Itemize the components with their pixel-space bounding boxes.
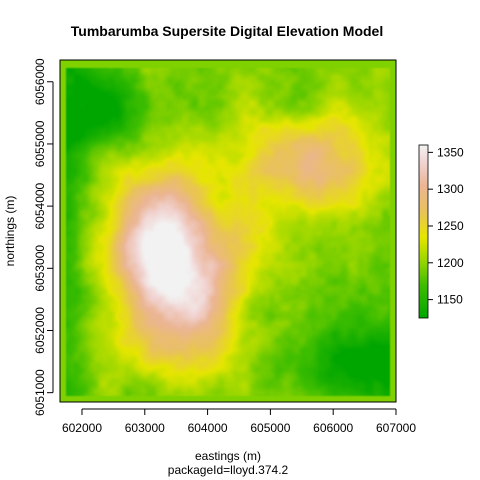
x-tick-label: 604000 — [188, 421, 228, 435]
x-tick-label: 603000 — [125, 421, 165, 435]
colorbar-ramp — [418, 144, 429, 319]
x-tick-label: 605000 — [250, 421, 290, 435]
elevation-raster — [60, 60, 396, 402]
colorbar-tick-label: 1150 — [437, 293, 463, 307]
x-axis: 602000 603000 604000 605000 606000 607000 — [62, 408, 416, 435]
x-tick-label: 606000 — [313, 421, 353, 435]
colorbar-ticks: 1150 1200 1250 1300 1350 — [428, 145, 464, 307]
colorbar-tick-label: 1250 — [437, 219, 464, 233]
y-tick-label: 6051000 — [33, 369, 47, 416]
colorbar-tick-label: 1350 — [437, 145, 464, 159]
y-tick-label: 6052000 — [33, 307, 47, 354]
x-tick-label: 607000 — [376, 421, 416, 435]
plot-frame — [59, 59, 397, 403]
y-tick-label: 6054000 — [33, 182, 47, 229]
x-tick-label: 602000 — [62, 421, 102, 435]
y-tick-label: 6053000 — [33, 245, 47, 292]
y-tick-label: 6056000 — [33, 58, 47, 105]
colorbar-tick-label: 1200 — [437, 256, 464, 270]
x-axis-label: eastings (m) — [195, 449, 261, 463]
elevation-colorbar: 1150 1200 1250 1300 1350 — [418, 144, 464, 319]
caption: packageId=lloyd.374.2 — [168, 463, 289, 477]
elevation-raster-image — [60, 60, 396, 402]
y-tick-label: 6055000 — [33, 120, 47, 167]
y-axis-label: northings (m) — [3, 196, 17, 267]
colorbar-tick-label: 1300 — [437, 182, 464, 196]
y-axis: 6051000 6052000 6053000 6054000 6055000 60560… — [33, 58, 54, 416]
map-title: Tumbarumba Supersite Digital Elevation M… — [71, 23, 383, 39]
